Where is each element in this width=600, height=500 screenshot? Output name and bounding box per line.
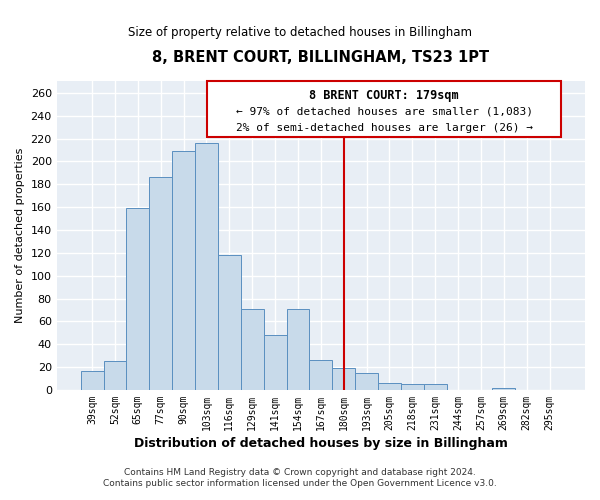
Bar: [104, 362, 127, 390]
Bar: [241, 309, 263, 390]
Bar: [80, 370, 104, 390]
Bar: [218, 255, 241, 390]
Text: Contains HM Land Registry data © Crown copyright and database right 2024.
Contai: Contains HM Land Registry data © Crown c…: [103, 468, 497, 487]
Bar: [172, 151, 195, 390]
Text: 2% of semi-detached houses are larger (26) →: 2% of semi-detached houses are larger (2…: [236, 123, 533, 133]
Text: ← 97% of detached houses are smaller (1,083): ← 97% of detached houses are smaller (1,…: [236, 106, 533, 116]
Bar: [310, 360, 332, 390]
Text: Size of property relative to detached houses in Billingham: Size of property relative to detached ho…: [128, 26, 472, 39]
Bar: [424, 384, 446, 390]
X-axis label: Distribution of detached houses by size in Billingham: Distribution of detached houses by size …: [134, 437, 508, 450]
Bar: [287, 309, 310, 390]
Bar: [332, 368, 355, 390]
Bar: [401, 384, 424, 390]
Bar: [127, 208, 149, 390]
Y-axis label: Number of detached properties: Number of detached properties: [15, 148, 25, 324]
Text: 8 BRENT COURT: 179sqm: 8 BRENT COURT: 179sqm: [310, 89, 459, 102]
Bar: [263, 335, 287, 390]
Bar: [378, 383, 401, 390]
FancyBboxPatch shape: [207, 82, 561, 137]
Bar: [195, 143, 218, 390]
Bar: [493, 388, 515, 390]
Title: 8, BRENT COURT, BILLINGHAM, TS23 1PT: 8, BRENT COURT, BILLINGHAM, TS23 1PT: [152, 50, 490, 65]
Bar: [355, 373, 378, 390]
Bar: [149, 178, 172, 390]
